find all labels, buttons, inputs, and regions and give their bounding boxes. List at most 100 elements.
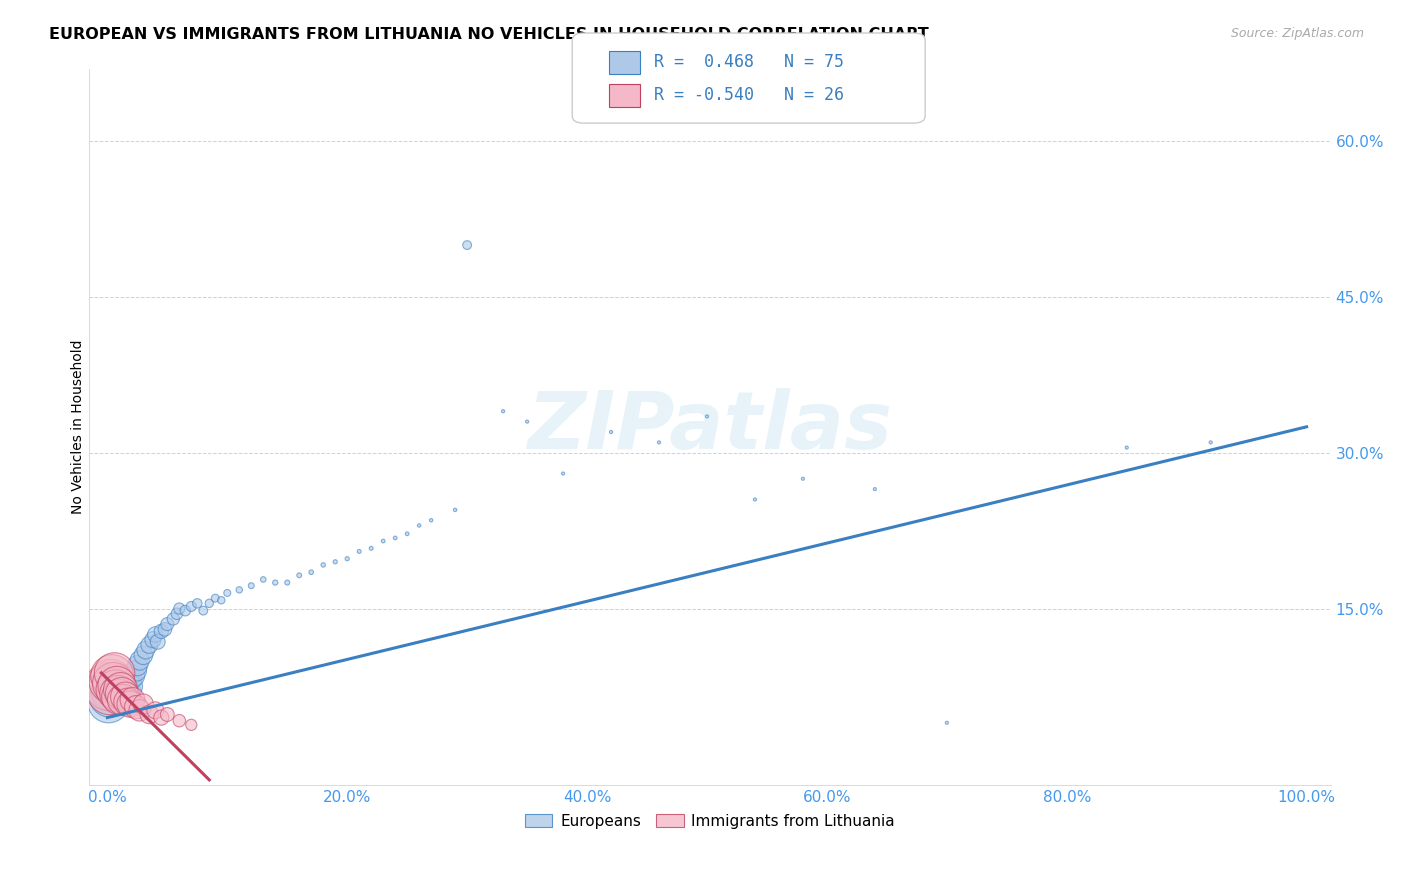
Point bbox=[120, 672, 142, 686]
Point bbox=[135, 643, 157, 657]
Text: R =  0.468   N = 75: R = 0.468 N = 75 bbox=[654, 54, 844, 71]
Point bbox=[122, 669, 145, 683]
Point bbox=[456, 238, 478, 252]
Point bbox=[112, 682, 135, 697]
Point bbox=[132, 697, 155, 711]
Point bbox=[648, 435, 671, 450]
Point bbox=[1199, 435, 1222, 450]
Point bbox=[118, 684, 141, 698]
Point bbox=[117, 695, 139, 709]
Text: ZIPatlas: ZIPatlas bbox=[527, 388, 893, 466]
Point bbox=[744, 492, 766, 507]
Point bbox=[105, 690, 128, 704]
Point bbox=[935, 715, 957, 730]
Point bbox=[132, 648, 155, 663]
Point bbox=[600, 425, 623, 439]
Point bbox=[128, 703, 150, 717]
Point bbox=[408, 518, 430, 533]
Point bbox=[108, 676, 131, 690]
Point bbox=[312, 558, 335, 572]
Point bbox=[101, 680, 124, 694]
Point bbox=[103, 674, 125, 689]
Point bbox=[204, 591, 226, 606]
Point bbox=[166, 607, 188, 621]
Point bbox=[111, 687, 134, 701]
Text: Source: ZipAtlas.com: Source: ZipAtlas.com bbox=[1230, 27, 1364, 40]
Point bbox=[336, 551, 359, 566]
Point bbox=[104, 687, 127, 701]
Point bbox=[169, 714, 191, 728]
Point bbox=[276, 575, 298, 590]
Point bbox=[209, 593, 232, 607]
Point bbox=[120, 697, 142, 711]
Point bbox=[240, 579, 263, 593]
Point bbox=[128, 653, 150, 667]
Point bbox=[180, 599, 202, 614]
Point bbox=[98, 684, 121, 698]
Point bbox=[153, 623, 176, 637]
Point bbox=[125, 664, 148, 678]
Point bbox=[97, 680, 120, 694]
Point bbox=[174, 604, 197, 618]
Point bbox=[396, 526, 419, 541]
Point bbox=[492, 404, 515, 418]
Point bbox=[142, 632, 165, 647]
Point bbox=[288, 568, 311, 582]
Point bbox=[150, 710, 173, 724]
Point bbox=[138, 638, 160, 652]
Point bbox=[180, 718, 202, 732]
Point bbox=[186, 596, 208, 610]
Text: R = -0.540   N = 26: R = -0.540 N = 26 bbox=[654, 87, 844, 104]
Point bbox=[101, 669, 124, 683]
Point bbox=[114, 690, 136, 704]
Point bbox=[146, 634, 169, 648]
Point bbox=[107, 687, 129, 701]
Point bbox=[120, 680, 142, 694]
Point bbox=[228, 582, 250, 597]
Point bbox=[169, 601, 191, 615]
Point bbox=[420, 513, 443, 527]
Point bbox=[696, 409, 718, 424]
Point bbox=[103, 676, 125, 690]
Point bbox=[105, 678, 128, 692]
Point bbox=[551, 467, 574, 481]
Point bbox=[384, 531, 406, 545]
Point bbox=[863, 482, 886, 496]
Point bbox=[193, 604, 215, 618]
Point bbox=[143, 627, 166, 641]
Point bbox=[107, 682, 129, 697]
Point bbox=[121, 693, 143, 707]
Point bbox=[114, 680, 136, 694]
Point bbox=[347, 544, 370, 558]
Point bbox=[1115, 441, 1137, 455]
Point bbox=[115, 674, 138, 689]
Point bbox=[252, 573, 274, 587]
Point bbox=[162, 612, 184, 626]
Point bbox=[104, 682, 127, 697]
Point bbox=[117, 690, 139, 704]
Point bbox=[264, 575, 287, 590]
Point bbox=[110, 682, 132, 697]
Point bbox=[127, 658, 149, 673]
Point bbox=[143, 703, 166, 717]
Point bbox=[111, 680, 134, 694]
Point bbox=[103, 665, 125, 680]
Point bbox=[111, 693, 134, 707]
Point bbox=[111, 687, 134, 701]
Point bbox=[198, 596, 221, 610]
Point bbox=[323, 555, 346, 569]
Point bbox=[108, 690, 131, 704]
Point bbox=[110, 672, 132, 686]
Point bbox=[360, 541, 382, 556]
Y-axis label: No Vehicles in Household: No Vehicles in Household bbox=[72, 340, 86, 514]
Point bbox=[138, 707, 160, 722]
Point bbox=[150, 624, 173, 639]
Point bbox=[299, 565, 322, 579]
Point bbox=[103, 682, 125, 697]
Point bbox=[98, 690, 121, 704]
Point bbox=[373, 534, 395, 549]
Point bbox=[217, 586, 239, 600]
Text: EUROPEAN VS IMMIGRANTS FROM LITHUANIA NO VEHICLES IN HOUSEHOLD CORRELATION CHART: EUROPEAN VS IMMIGRANTS FROM LITHUANIA NO… bbox=[49, 27, 929, 42]
Point bbox=[100, 674, 122, 689]
Legend: Europeans, Immigrants from Lithuania: Europeans, Immigrants from Lithuania bbox=[519, 807, 901, 835]
